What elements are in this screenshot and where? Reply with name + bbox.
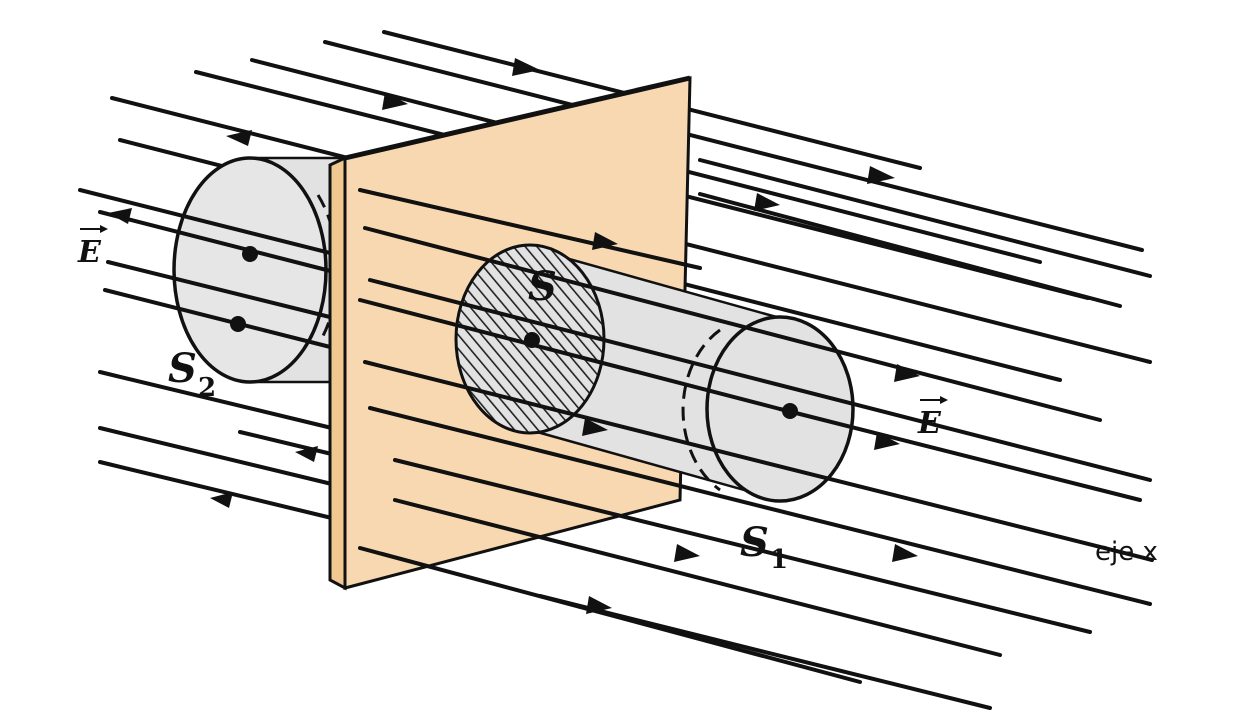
field-line [368, 278, 1152, 482]
field-line [363, 226, 1102, 422]
arrow-right [892, 544, 918, 562]
field-line [98, 370, 342, 432]
arrow-right [586, 596, 612, 614]
dot [230, 316, 246, 332]
field-line [368, 406, 1152, 606]
surface-s1-subscript: 1 [770, 545, 788, 575]
field-line [358, 188, 702, 270]
arrow-left [210, 492, 233, 508]
field-line [778, 407, 1142, 502]
arrow-right [894, 364, 920, 382]
field-lines-left [78, 188, 352, 522]
field-line [103, 288, 352, 354]
arrow-right [867, 166, 895, 184]
field-line [698, 192, 1122, 308]
arrowheads [108, 58, 920, 614]
arrow-right [512, 58, 540, 76]
arrow-right [754, 193, 780, 211]
field-line [363, 360, 1154, 562]
field-line [78, 188, 352, 260]
field-line [538, 594, 992, 710]
arrow-left [295, 446, 318, 462]
field-label-right: E [917, 396, 948, 441]
field-line [98, 460, 342, 522]
field-line [358, 298, 782, 411]
field-line [323, 40, 1144, 252]
surface-s2-letter: S [168, 345, 197, 392]
field-label-left-text: E [77, 235, 102, 270]
field-line [98, 210, 352, 278]
dot [524, 332, 540, 348]
axis-label: eje x [1095, 537, 1158, 567]
dot [782, 403, 798, 419]
surface-s2-label: S 2 [168, 345, 216, 403]
arrow-right [874, 432, 900, 450]
field-line [393, 498, 1002, 657]
plate-edge [328, 155, 347, 591]
field-line [698, 158, 1152, 278]
field-line [98, 426, 342, 488]
surface-s2-subscript: 2 [198, 373, 216, 403]
field-label-left: E [77, 225, 108, 270]
surface-s-label: S [528, 263, 557, 310]
arrow-right [592, 232, 618, 250]
arrow-left [108, 208, 132, 224]
field-line [238, 430, 342, 458]
arrow-left [226, 130, 252, 146]
arrow-right [382, 92, 408, 110]
dot [242, 246, 258, 262]
labels: E E S S 2 S 1 eje x [77, 225, 1158, 575]
cylinder-left [172, 156, 345, 384]
field-label-right-text: E [917, 406, 942, 441]
field-line [393, 458, 1092, 634]
field-line [106, 260, 352, 324]
field-lines-front [358, 158, 1154, 710]
arrow-right [582, 418, 608, 436]
center-dots [230, 246, 798, 419]
surface-s1-letter: S [740, 519, 769, 566]
arrow-right [674, 544, 700, 562]
surface-s1-label: S 1 [740, 519, 788, 575]
